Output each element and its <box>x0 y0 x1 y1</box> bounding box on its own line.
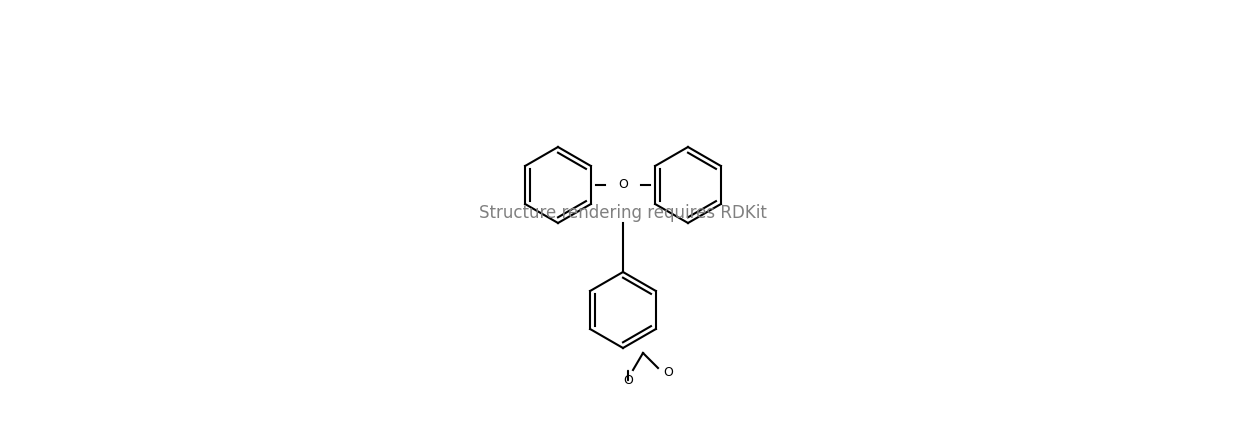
Text: O: O <box>618 178 628 192</box>
Text: Structure rendering requires RDKit: Structure rendering requires RDKit <box>478 204 768 222</box>
Text: O: O <box>663 366 673 380</box>
Text: O: O <box>623 374 633 386</box>
